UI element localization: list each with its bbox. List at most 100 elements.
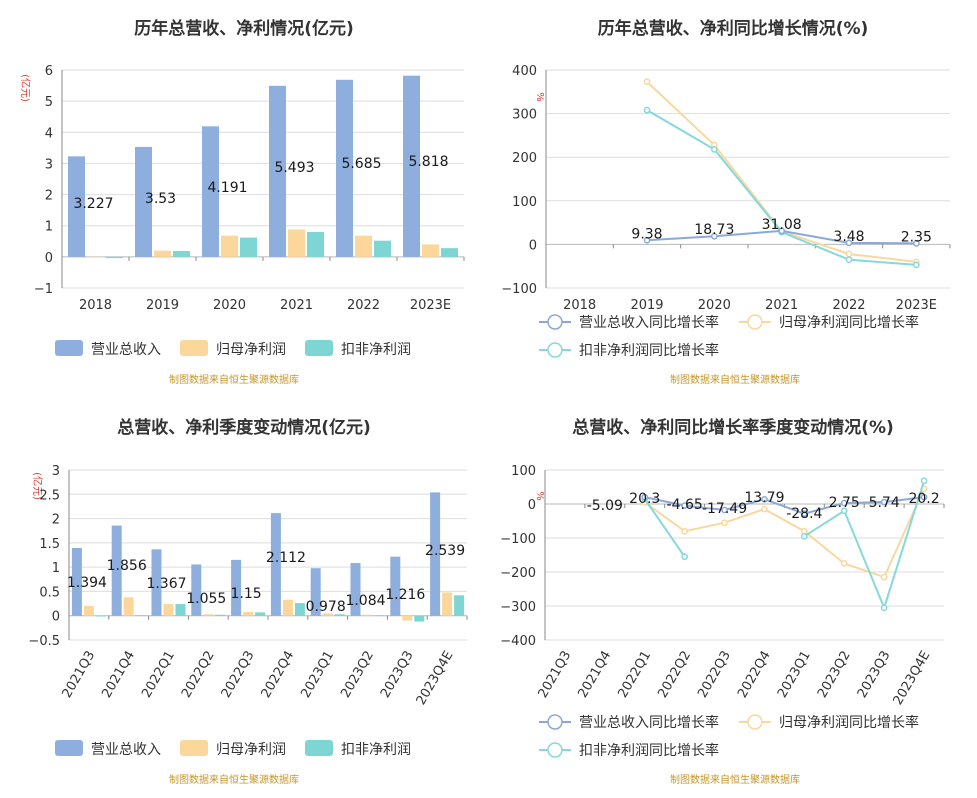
y-axis-unit-label: (亿元) — [31, 472, 44, 500]
bar-revenue — [68, 156, 85, 257]
data-label: 18.73 — [694, 222, 734, 238]
legend-marker — [547, 314, 563, 330]
series-point-line_revenue — [778, 227, 786, 235]
data-label: 1.367 — [146, 576, 186, 592]
series-point-line_net — [721, 519, 728, 527]
x-tick-label: 2023Q2 — [815, 649, 854, 701]
x-tick-label: 2023E — [896, 298, 937, 313]
bar-revenue — [135, 146, 152, 257]
legend-label: 营业总收入同比增长率 — [579, 714, 719, 731]
source-note: 制图数据来自恒生聚源数据库 — [169, 773, 299, 786]
bar-deducted — [294, 603, 305, 616]
x-tick-label: 2019 — [630, 298, 663, 313]
data-label: 13.79 — [744, 490, 784, 506]
chart-annual-revenue-profit-svg: 历年总营收、净利情况(亿元) (亿元) −1 0 1 2 3 4 5 6 2018 2019 2020 2… — [19, 18, 465, 386]
data-label: 3.227 — [73, 196, 113, 212]
y-tick-label: 4 — [45, 126, 53, 141]
series-point-line_revenue — [761, 495, 768, 503]
bar-revenue — [151, 549, 162, 616]
y-tick-label: 3 — [45, 157, 53, 172]
bar-net_profit — [422, 244, 439, 257]
y-tick-label: 0 — [52, 610, 60, 625]
y-tick-label: 1 — [52, 561, 60, 576]
y-tick-label: −0.5 — [28, 634, 60, 649]
x-tick-label: 2021Q3 — [60, 649, 99, 701]
legend-label: 归母净利润同比增长率 — [779, 314, 919, 331]
legend-label: 归母净利润 — [216, 341, 286, 358]
legend-marker — [547, 742, 563, 758]
data-label: 20.3 — [629, 491, 660, 507]
y-tick-label: 0 — [529, 238, 537, 253]
y-tick-label: 0 — [45, 251, 53, 266]
legend-marker — [747, 314, 763, 330]
series-point-line_deducted — [840, 507, 848, 515]
x-tick-label: 2022Q1 — [615, 649, 654, 701]
bar-revenue — [191, 564, 202, 616]
data-label: -5.09 — [587, 498, 623, 514]
data-label: 1.055 — [186, 591, 226, 607]
bar-deducted — [106, 256, 123, 259]
series-point-line_deducted — [880, 604, 888, 612]
chart-annual-growth-svg: 历年总营收、净利同比增长情况(%)% −100 0 100 200 300 400 2018 2… — [501, 18, 951, 386]
x-tick-label: 2023E — [410, 298, 451, 313]
chart-annual-revenue-profit: 历年总营收、净利情况(亿元) (亿元) −1 0 1 2 3 4 5 6 2018 2019 2020 2… — [0, 0, 488, 399]
y-tick-label: 5 — [45, 95, 53, 110]
bar-net_profit — [221, 235, 238, 257]
bar-deducted — [454, 595, 465, 616]
series-point-line_revenue — [920, 493, 928, 501]
legend-label: 扣非净利润同比增长率 — [579, 742, 719, 759]
bar-revenue — [310, 568, 321, 616]
y-tick-label: −100 — [500, 532, 536, 547]
legend-marker — [547, 714, 563, 730]
y-tick-label: 100 — [511, 464, 536, 479]
bar-net_profit — [243, 611, 254, 616]
bar-revenue — [390, 556, 401, 616]
y-tick-label: 1 — [45, 220, 53, 235]
bar-revenue — [336, 79, 353, 257]
bar-net_profit — [87, 256, 104, 258]
chart-quarterly-revenue-profit: 总营收、净利季度变动情况(亿元) (亿元) −0.5 0 0.5 1 1.5 2 2.5 3 202… — [0, 399, 488, 798]
legend-swatch — [55, 340, 83, 356]
y-tick-label: 0 — [528, 498, 536, 513]
source-note: 制图数据来自恒生聚源数据库 — [670, 373, 800, 386]
legend-label: 扣非净利润 — [341, 342, 411, 358]
x-tick-label: 2022 — [347, 298, 380, 313]
bar-deducted — [215, 614, 226, 616]
y-tick-label: 1.5 — [39, 537, 60, 552]
series-point-line_deducted — [920, 477, 928, 485]
series-point-line_deducted — [912, 261, 920, 269]
bar-net_profit — [83, 606, 94, 616]
bar-deducted — [95, 615, 106, 617]
x-tick-label: 2020 — [698, 298, 731, 313]
data-label: 5.818 — [408, 154, 448, 170]
data-label: -17.49 — [702, 501, 747, 517]
y-tick-label: 2 — [45, 189, 53, 204]
data-label: 9.38 — [631, 226, 662, 242]
chart-quarterly-growth-svg: 总营收、净利同比增长率季度变动情况(%)% −400 −300 −200 −100 0 10… — [500, 417, 945, 786]
x-tick-label: 2023Q1 — [298, 649, 337, 701]
bar-net_profit — [322, 613, 333, 616]
data-label: 1.856 — [107, 558, 147, 574]
series-point-line_net — [643, 78, 651, 86]
y-tick-label: 2 — [52, 513, 60, 528]
y-tick-label: 0.5 — [39, 585, 60, 600]
bar-revenue — [270, 513, 281, 616]
series-point-line_revenue — [880, 498, 888, 506]
x-tick-label: 2020 — [213, 298, 246, 313]
data-label: 4.191 — [207, 180, 247, 196]
series-point-line_deducted — [643, 106, 651, 114]
series-point-line_revenue — [681, 502, 688, 509]
x-tick-label: 2021Q4 — [99, 649, 138, 701]
legend-swatch — [180, 340, 208, 356]
x-tick-label: 2022 — [832, 298, 865, 313]
x-tick-label: 2021Q3 — [536, 649, 575, 701]
y-tick-label: −300 — [500, 600, 536, 615]
bar-net_profit — [163, 604, 174, 616]
data-label: 5.74 — [869, 495, 900, 511]
y-tick-label: −1 — [34, 282, 53, 297]
chart-title: 总营收、净利季度变动情况(亿元) — [117, 417, 371, 438]
bar-deducted — [240, 237, 257, 257]
series-point-line_revenue — [710, 232, 718, 240]
legend-swatch — [305, 740, 333, 756]
series-point-line_deducted — [681, 553, 688, 561]
